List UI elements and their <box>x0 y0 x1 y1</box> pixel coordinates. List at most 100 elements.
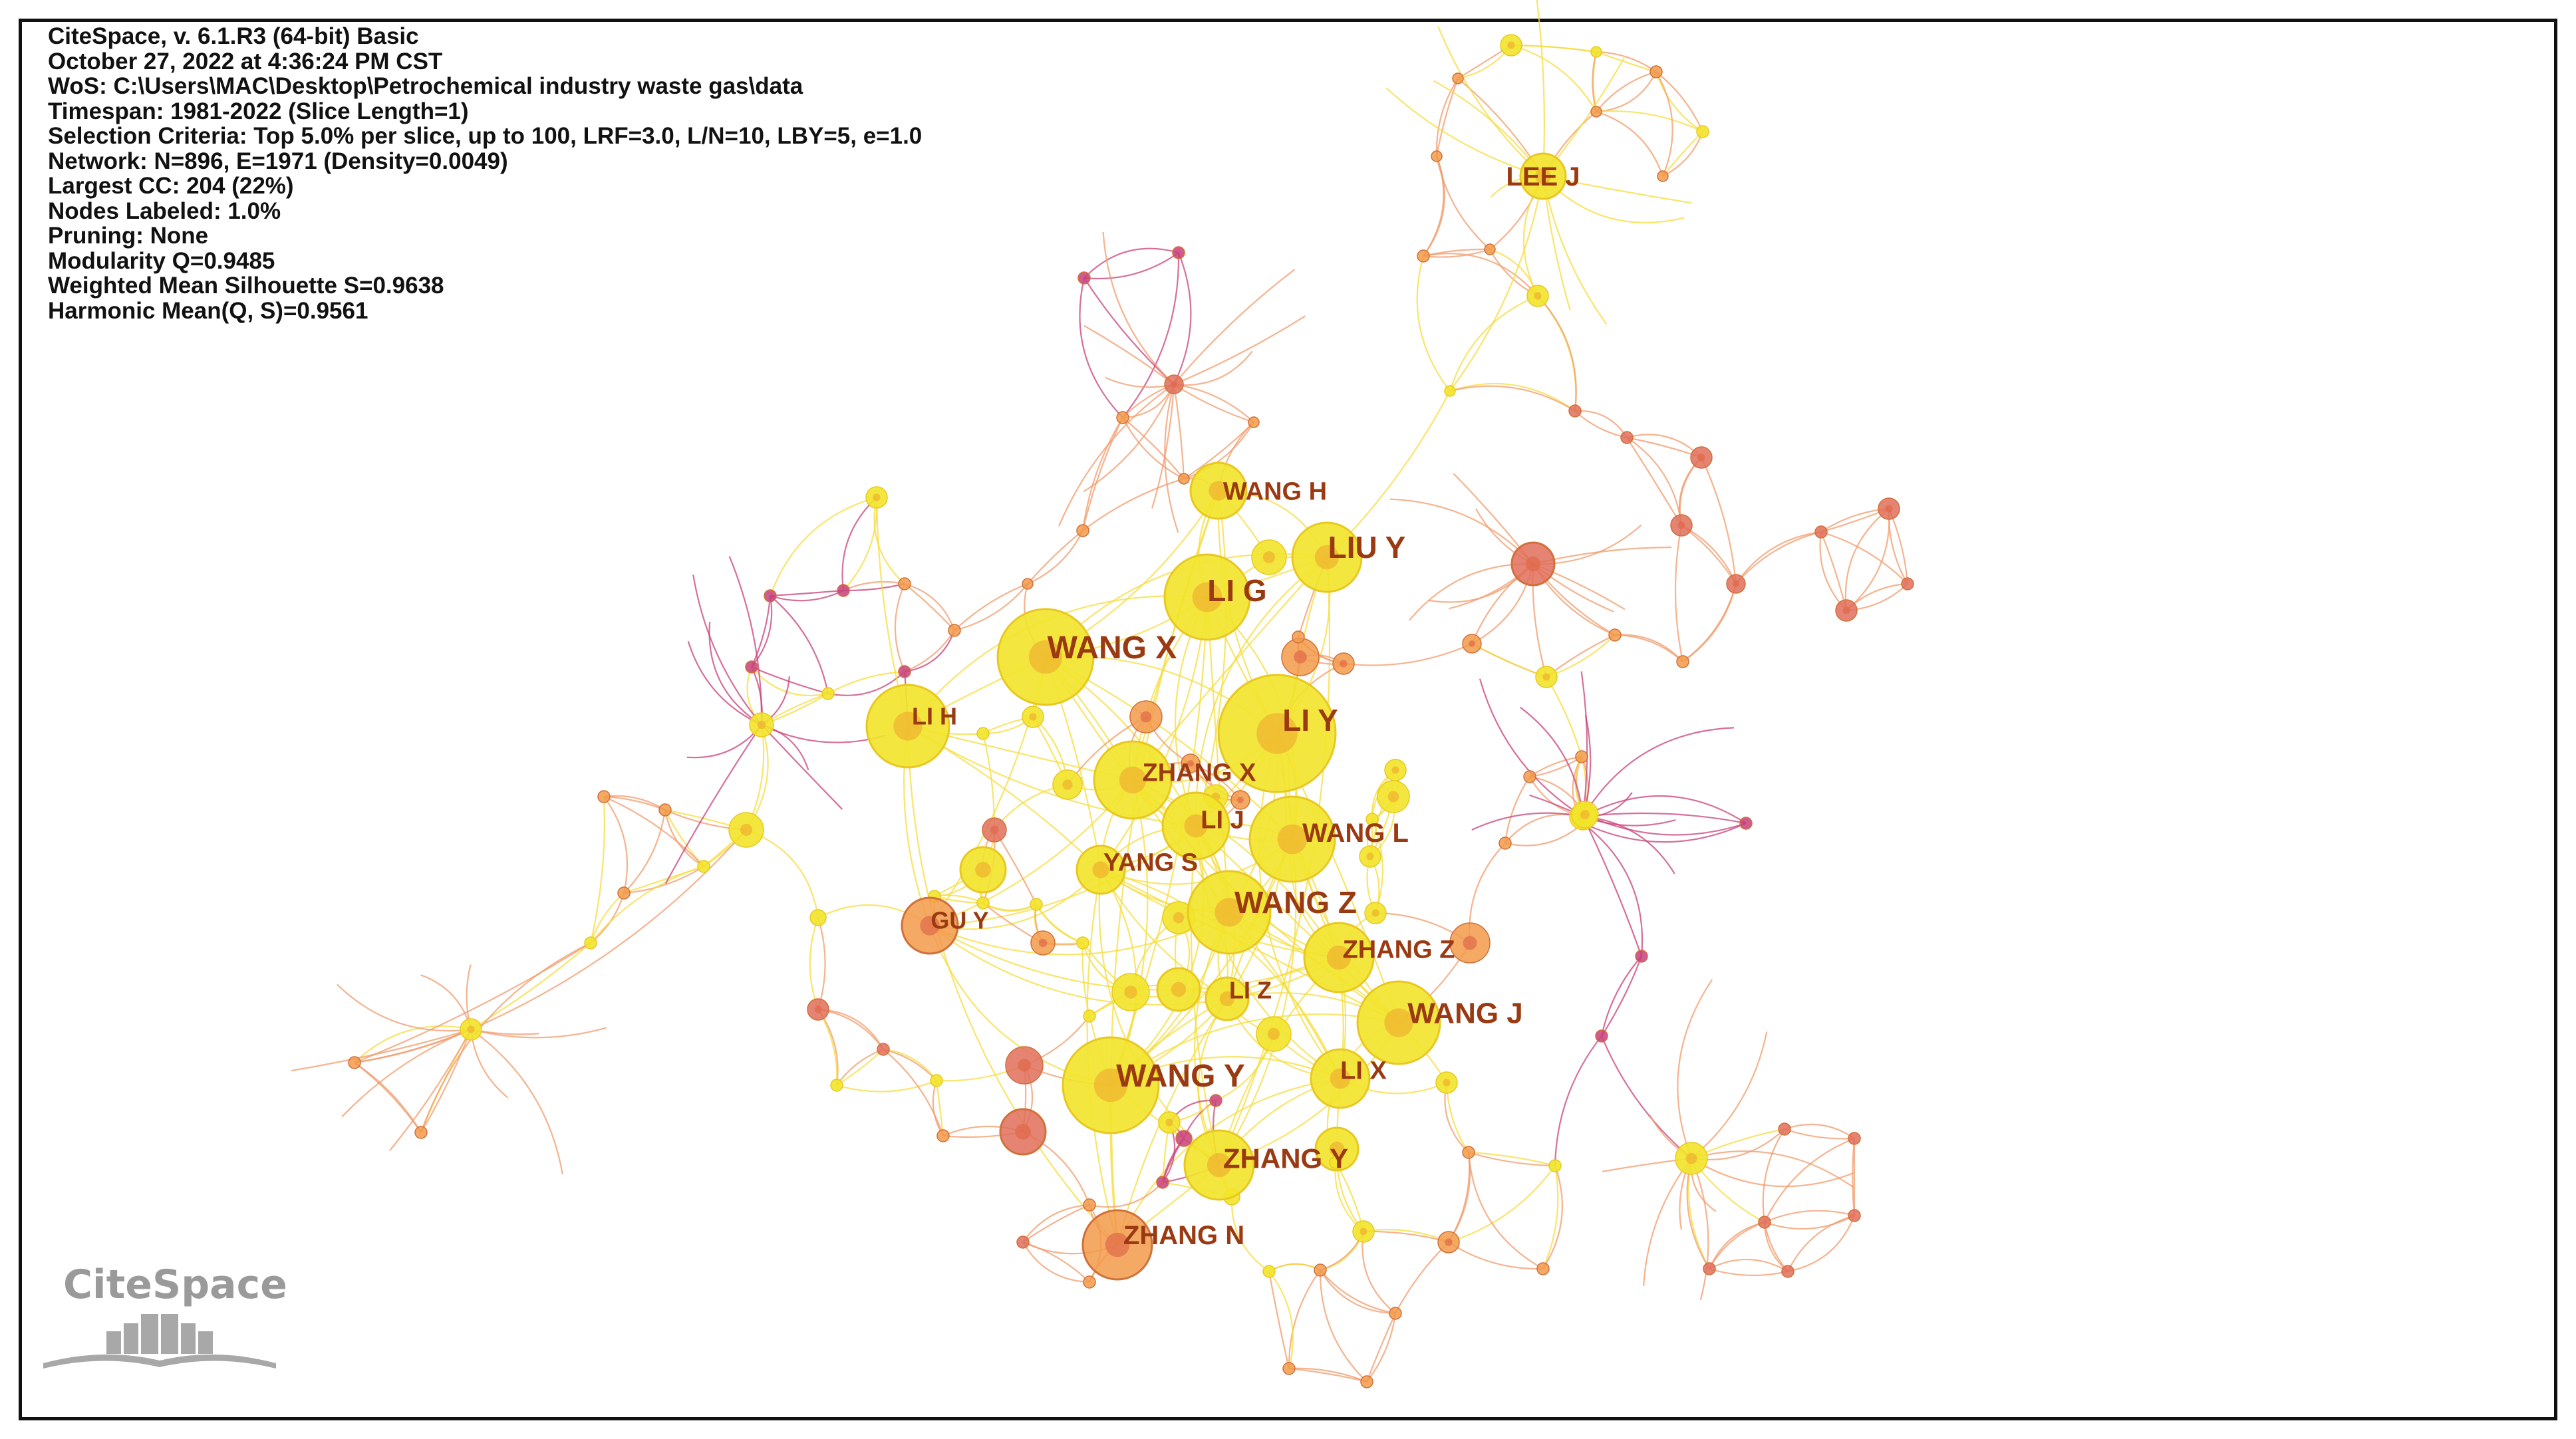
edge <box>1504 776 1530 844</box>
minor-node <box>1568 404 1582 418</box>
info-data-path: WoS: C:\Users\MAC\Desktop\Petrochemical … <box>48 73 803 99</box>
minor-node <box>1696 125 1709 138</box>
minor-node <box>976 896 990 910</box>
minor-node-core <box>1534 292 1542 300</box>
info-silhouette: Weighted Mean Silhouette S=0.9638 <box>48 273 444 299</box>
edge <box>1763 1222 1789 1272</box>
minor-node-core <box>1165 1118 1173 1126</box>
edge <box>1395 1242 1449 1314</box>
minor-node <box>1389 1307 1402 1320</box>
minor-node-core <box>1173 912 1185 924</box>
edge <box>1542 1165 1564 1269</box>
node-label-zhang-y: ZHANG Y <box>1223 1143 1348 1174</box>
edge <box>1529 756 1582 778</box>
edge <box>623 809 666 894</box>
edge <box>1288 1367 1367 1383</box>
edge <box>1081 417 1123 531</box>
minor-node <box>1814 525 1828 539</box>
node-liu-y-core <box>1314 545 1340 570</box>
minor-node <box>821 687 835 700</box>
edge <box>354 942 591 1064</box>
node-li-g-core <box>1192 582 1222 612</box>
edge <box>589 796 605 944</box>
edge <box>770 595 829 694</box>
edge <box>1819 531 1847 611</box>
edge <box>1105 376 1175 388</box>
edge <box>341 1028 472 1117</box>
edge <box>1268 1271 1294 1369</box>
minor-node <box>1523 770 1536 783</box>
info-selection-criteria: Selection Criteria: Top 5.0% per slice, … <box>48 123 923 149</box>
minor-node-core <box>467 1025 475 1033</box>
edge <box>1546 676 1583 757</box>
minor-node <box>976 727 990 740</box>
edge <box>1787 1214 1855 1272</box>
edge <box>1173 384 1185 479</box>
info-nodes-labeled: Nodes Labeled: 1.0% <box>48 197 281 224</box>
edge <box>1471 643 1547 678</box>
edge <box>420 1029 472 1133</box>
edge <box>761 724 843 810</box>
edge <box>1762 1128 1785 1223</box>
minor-node-core <box>1580 810 1590 819</box>
edge <box>1320 1269 1396 1315</box>
edge <box>1102 231 1175 385</box>
minor-node-core <box>1685 1152 1697 1164</box>
info-software-version: CiteSpace, v. 6.1.R3 (64-bit) Basic <box>48 23 419 49</box>
node-label-wang-x: WANG X <box>1048 630 1177 666</box>
edge <box>904 630 955 673</box>
edge <box>1173 384 1254 424</box>
minor-node-core <box>1171 381 1177 388</box>
node-label-wang-z: WANG Z <box>1234 885 1357 920</box>
edge <box>1320 1269 1396 1315</box>
edge <box>1784 1128 1855 1140</box>
edge <box>1529 755 1582 777</box>
minor-node-core <box>975 862 991 878</box>
minor-node <box>1116 411 1129 424</box>
edge <box>1735 531 1822 585</box>
node-zhang-z-core <box>1326 945 1352 970</box>
edge <box>470 1029 563 1175</box>
minor-node-core <box>990 825 999 835</box>
edge <box>1519 706 1584 817</box>
minor-node <box>1262 1265 1276 1278</box>
node-label-yang-s: YANG S <box>1103 849 1198 876</box>
info-date: October 27, 2022 at 4:36:24 PM CST <box>48 48 443 74</box>
edge <box>1122 417 1185 479</box>
edge <box>1173 252 1192 385</box>
edge <box>1468 1151 1556 1167</box>
node-label-li-j: LI J <box>1201 806 1244 834</box>
minor-node <box>898 665 911 678</box>
minor-node <box>1083 1009 1096 1023</box>
edge <box>929 912 1230 956</box>
minor-node <box>830 1079 843 1092</box>
minor-node <box>584 936 597 950</box>
minor-node <box>1575 750 1588 763</box>
edge <box>1083 384 1175 493</box>
edge <box>1600 956 1642 1037</box>
minor-node-core <box>873 493 881 501</box>
minor-node <box>1901 577 1914 590</box>
edge <box>1888 508 1909 585</box>
logo-book-icon <box>43 1314 276 1369</box>
minor-node-core <box>1366 852 1374 860</box>
edge <box>1079 277 1123 418</box>
logo-text: CiteSpace <box>63 1261 287 1308</box>
minor-node <box>898 577 911 590</box>
edge <box>1449 382 1576 412</box>
node-li-j-core <box>1184 814 1208 838</box>
edge <box>1022 1204 1090 1243</box>
info-pruning: Pruning: None <box>48 223 209 249</box>
edge <box>1448 1152 1471 1243</box>
edge <box>1471 812 1584 831</box>
node-label-zhang-x: ZHANG X <box>1143 759 1257 787</box>
edge <box>692 574 762 725</box>
edge <box>1319 1269 1367 1382</box>
info-harmonic-mean: Harmonic Mean(Q, S)=0.9561 <box>48 297 368 324</box>
minor-node <box>697 860 710 873</box>
edge <box>1677 979 1713 1159</box>
edge <box>1763 1222 1789 1272</box>
node-label-wang-j: WANG J <box>1407 997 1523 1029</box>
minor-node <box>1620 431 1634 444</box>
